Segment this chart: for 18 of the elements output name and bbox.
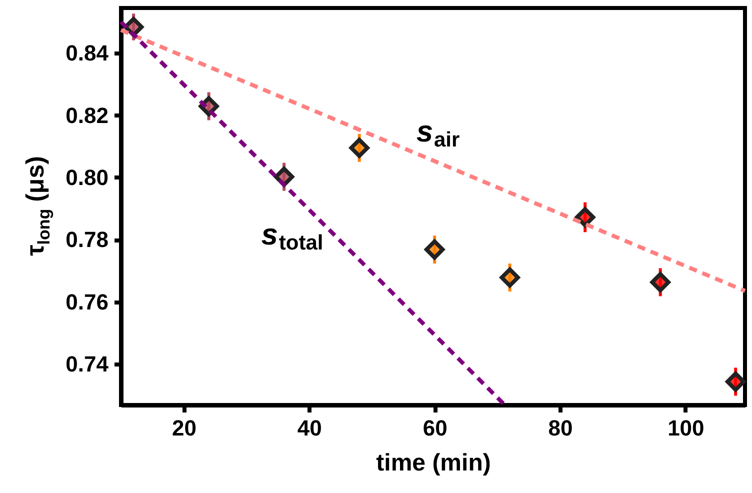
x-tick-label: 60	[422, 416, 448, 440]
y-tick-label: 0.78	[66, 227, 108, 252]
x-axis-title: time (min)	[376, 450, 491, 476]
y-tick-label: 0.74	[66, 351, 110, 376]
x-tick-label: 40	[297, 416, 322, 440]
point	[650, 272, 670, 292]
x-tick-label: 20	[172, 416, 196, 440]
y-tick-label: 0.84	[66, 40, 110, 66]
y-tick-label: 0.82	[66, 102, 108, 128]
point	[575, 207, 596, 228]
point	[424, 239, 445, 260]
point	[500, 267, 520, 288]
y-tick-label: 0.80	[66, 164, 108, 190]
y-tick-label: 0.76	[66, 289, 108, 314]
point	[349, 138, 370, 158]
point	[726, 372, 746, 392]
x-tick-label: 80	[548, 416, 573, 440]
x-tick-label: 100	[668, 416, 704, 440]
